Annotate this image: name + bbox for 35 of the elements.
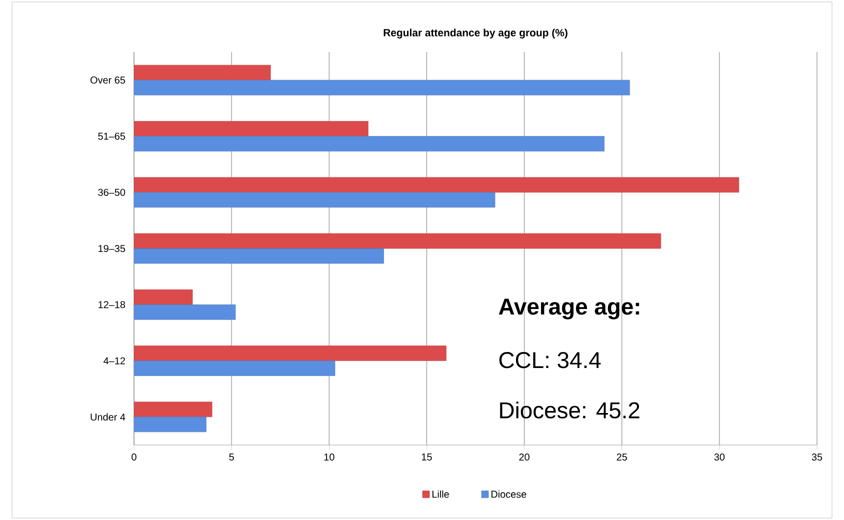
bar xyxy=(134,177,740,193)
y-tick-label: 19–35 xyxy=(98,244,126,252)
legend-label: Lille xyxy=(432,490,449,498)
bar xyxy=(134,80,630,96)
bar xyxy=(134,416,206,432)
legend-label: Diocese xyxy=(491,490,526,498)
x-tick-label: 25 xyxy=(616,454,627,461)
bar xyxy=(134,233,662,249)
bar xyxy=(134,360,336,376)
bar xyxy=(134,346,446,361)
bar xyxy=(134,121,368,136)
bar xyxy=(134,248,384,264)
x-tick-label: 10 xyxy=(324,454,334,461)
annotation: Average age: xyxy=(498,298,640,320)
y-tick-label: 51–65 xyxy=(98,132,126,140)
bar xyxy=(134,64,271,80)
bar xyxy=(134,402,212,418)
bar xyxy=(134,136,604,152)
y-tick-label: 12–18 xyxy=(98,301,126,308)
y-tick-label: 4–12 xyxy=(104,357,125,364)
bar xyxy=(134,304,236,320)
chart-title: Regular attendance by age group (%) xyxy=(384,28,568,39)
x-tick-label: 15 xyxy=(422,454,432,460)
y-tick-label: Under 4 xyxy=(90,413,126,421)
x-tick-label: 30 xyxy=(714,454,725,461)
annotation: Diocese: 45.2 xyxy=(500,402,640,418)
bar xyxy=(134,192,496,208)
y-tick-label: Over 65 xyxy=(90,76,126,84)
y-tick-label: 36–50 xyxy=(98,188,126,196)
x-tick-label: 5 xyxy=(229,454,234,460)
x-tick-label: 0 xyxy=(132,454,136,461)
annotation: CCL: 34.4 xyxy=(499,352,601,368)
x-tick-label: 20 xyxy=(519,454,530,461)
bar xyxy=(134,290,193,305)
x-tick-label: 35 xyxy=(812,454,822,461)
